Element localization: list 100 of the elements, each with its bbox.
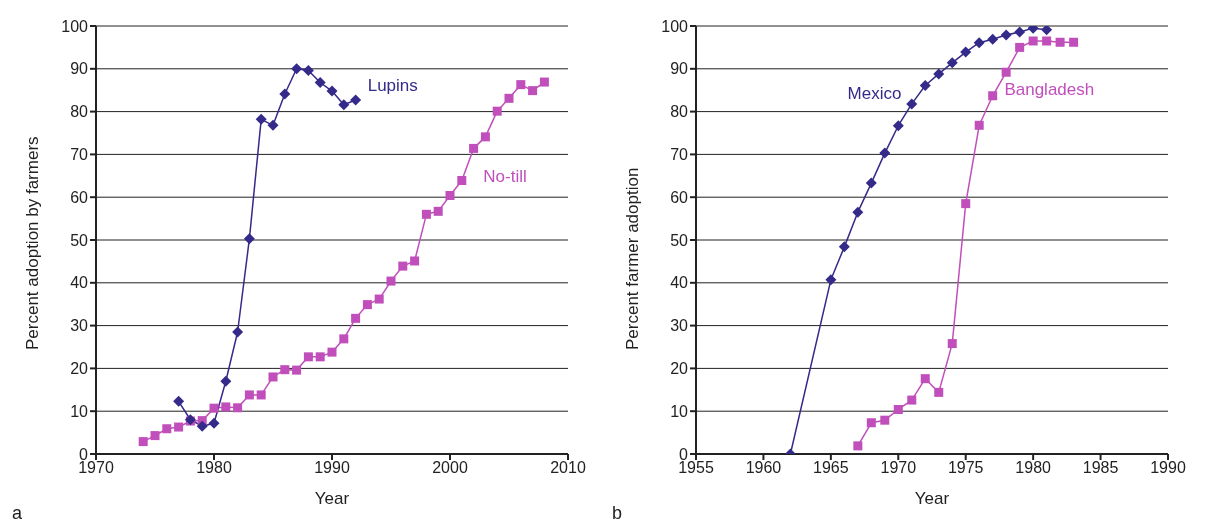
text: a	[12, 503, 23, 524]
point	[362, 300, 372, 310]
point	[338, 99, 350, 111]
point	[1042, 36, 1052, 46]
point	[280, 365, 290, 375]
point	[825, 274, 837, 286]
y-axis-title: Percent adoption by farmers	[23, 136, 43, 350]
point	[221, 402, 231, 412]
point	[291, 63, 303, 75]
point	[243, 233, 255, 245]
point	[233, 403, 243, 413]
point	[162, 424, 172, 434]
x-tick-label: 1955	[678, 459, 714, 477]
point	[866, 418, 876, 428]
point	[492, 106, 502, 116]
x-tick-label: 2010	[550, 459, 586, 477]
point	[1015, 42, 1025, 52]
y-tick-label: 20	[670, 360, 689, 378]
x-tick-label: 2000	[432, 459, 468, 477]
point	[973, 37, 985, 49]
point	[946, 57, 958, 69]
point	[1001, 67, 1011, 77]
y-tick-label: 50	[70, 231, 89, 249]
point	[920, 374, 930, 384]
point	[326, 85, 338, 97]
point	[838, 241, 850, 253]
point	[1069, 37, 1079, 47]
point	[292, 365, 302, 375]
point	[853, 441, 863, 451]
point	[351, 313, 361, 323]
y-tick-label: 70	[70, 146, 89, 164]
point	[314, 77, 326, 88]
point	[208, 417, 220, 429]
point	[933, 68, 945, 80]
point	[516, 80, 526, 90]
point	[539, 77, 549, 87]
point	[255, 113, 267, 125]
x-tick-label: 1970	[880, 459, 917, 477]
point	[906, 98, 918, 110]
y-tick-label: 30	[670, 317, 689, 335]
point	[961, 199, 971, 209]
point	[244, 390, 254, 400]
point	[947, 339, 957, 349]
point	[374, 294, 384, 304]
y-tick-label: 30	[70, 317, 89, 335]
y-tick-label: 10	[670, 402, 689, 420]
point	[1055, 37, 1065, 47]
point	[220, 375, 232, 387]
point	[919, 79, 931, 91]
point	[398, 261, 408, 271]
point	[457, 176, 467, 186]
y-tick-label: 90	[670, 60, 689, 78]
y-tick-label: 100	[61, 17, 89, 35]
point	[880, 415, 890, 425]
point	[315, 352, 325, 362]
point	[1041, 26, 1053, 36]
x-tick-label: 1980	[1015, 459, 1052, 477]
point	[232, 326, 244, 338]
point	[504, 93, 514, 103]
y-tick-label: 60	[70, 188, 89, 206]
point	[303, 352, 313, 362]
point	[469, 143, 479, 153]
point	[934, 387, 944, 397]
point	[960, 46, 972, 58]
point	[267, 119, 279, 131]
point	[879, 147, 891, 159]
point	[907, 395, 917, 405]
point	[433, 206, 443, 216]
x-axis-title: Year	[314, 489, 350, 508]
y-tick-label: 70	[670, 146, 689, 164]
point	[893, 404, 903, 414]
point	[150, 431, 160, 441]
y-axis-title: Percent farmer adoption	[623, 167, 643, 350]
point	[421, 209, 431, 219]
point	[528, 86, 538, 96]
y-tick-label: 40	[670, 274, 689, 292]
point	[1028, 36, 1038, 46]
x-tick-label: 1975	[947, 459, 984, 477]
x-tick-label: 1990	[314, 459, 350, 477]
y-tick-label: 60	[670, 188, 689, 206]
point	[1000, 29, 1012, 41]
point	[327, 347, 337, 357]
x-tick-label: 1980	[196, 459, 232, 477]
point	[174, 422, 184, 432]
point	[173, 395, 185, 407]
point	[480, 132, 490, 142]
x-tick-label: 1990	[1150, 459, 1186, 477]
y-tick-label: 40	[70, 274, 89, 292]
point	[1014, 26, 1026, 38]
point	[410, 256, 420, 266]
point	[302, 65, 314, 77]
x-tick-label: 1970	[78, 459, 114, 477]
series-label: No-till	[483, 167, 527, 187]
point	[138, 437, 148, 447]
point	[350, 94, 362, 106]
y-tick-label: 10	[70, 402, 89, 420]
y-tick-label: 20	[70, 360, 89, 378]
point	[268, 372, 278, 382]
y-tick-label: 50	[670, 231, 689, 249]
point	[974, 120, 984, 130]
